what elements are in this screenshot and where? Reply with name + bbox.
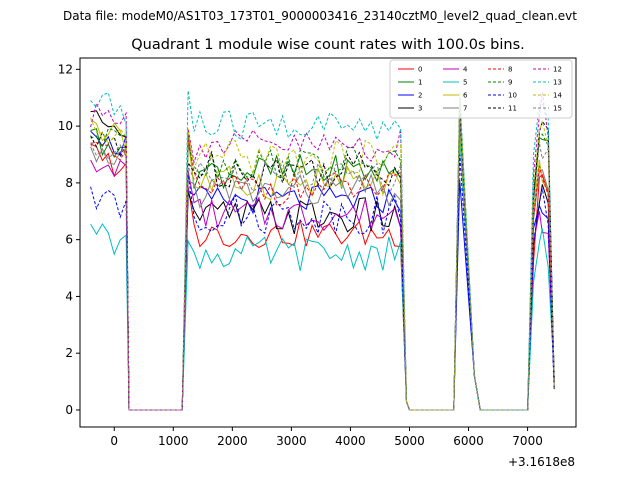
x-tick-label: 6000 — [453, 434, 484, 448]
series-line-13 — [90, 90, 555, 411]
legend-box — [389, 59, 573, 119]
series-line-15 — [90, 114, 555, 411]
x-tick-label: 5000 — [394, 434, 425, 448]
legend-label-10: 10 — [508, 92, 517, 100]
y-tick-label: 6 — [65, 233, 73, 247]
legend-label-9: 9 — [508, 79, 512, 87]
plot-frame — [79, 57, 577, 428]
legend-label-6: 6 — [463, 92, 468, 100]
y-tick-label: 12 — [58, 62, 73, 76]
x-tick-label: 2000 — [217, 434, 248, 448]
series-layer — [90, 90, 555, 411]
legend-label-8: 8 — [508, 66, 512, 74]
y-tick-label: 10 — [58, 119, 73, 133]
legend-label-3: 3 — [418, 105, 422, 113]
y-axis-ticks: 0 2 4 6 8 10 12 — [58, 62, 80, 417]
legend-label-1: 1 — [418, 79, 422, 87]
y-tick-label: 4 — [65, 289, 73, 303]
legend-label-14: 14 — [553, 92, 562, 100]
x-axis-ticks: 0 1000 2000 3000 4000 5000 6000 7000 — [110, 427, 543, 448]
legend-label-2: 2 — [418, 92, 422, 100]
legend-label-15: 15 — [553, 105, 562, 113]
x-offset-label: +3.1618e8 — [508, 455, 575, 469]
legend-label-0: 0 — [418, 66, 422, 74]
legend-label-11: 11 — [508, 105, 517, 113]
y-tick-label: 2 — [65, 346, 73, 360]
legend-label-13: 13 — [553, 79, 562, 87]
series-line-10 — [90, 154, 555, 411]
x-tick-label: 3000 — [276, 434, 307, 448]
legend-label-7: 7 — [463, 105, 467, 113]
x-tick-label: 1000 — [158, 434, 189, 448]
chart-suptitle: Data file: modeM0/AS1T03_173T01_90000034… — [63, 9, 577, 23]
x-tick-label: 7000 — [512, 434, 543, 448]
y-tick-label: 0 — [65, 403, 73, 417]
chart-title: Quadrant 1 module wise count rates with … — [131, 37, 525, 53]
legend-label-12: 12 — [553, 66, 562, 74]
x-tick-label: 0 — [110, 434, 118, 448]
y-tick-label: 8 — [65, 176, 73, 190]
legend-label-4: 4 — [463, 66, 468, 74]
legend-label-5: 5 — [463, 79, 467, 87]
x-tick-label: 4000 — [335, 434, 366, 448]
